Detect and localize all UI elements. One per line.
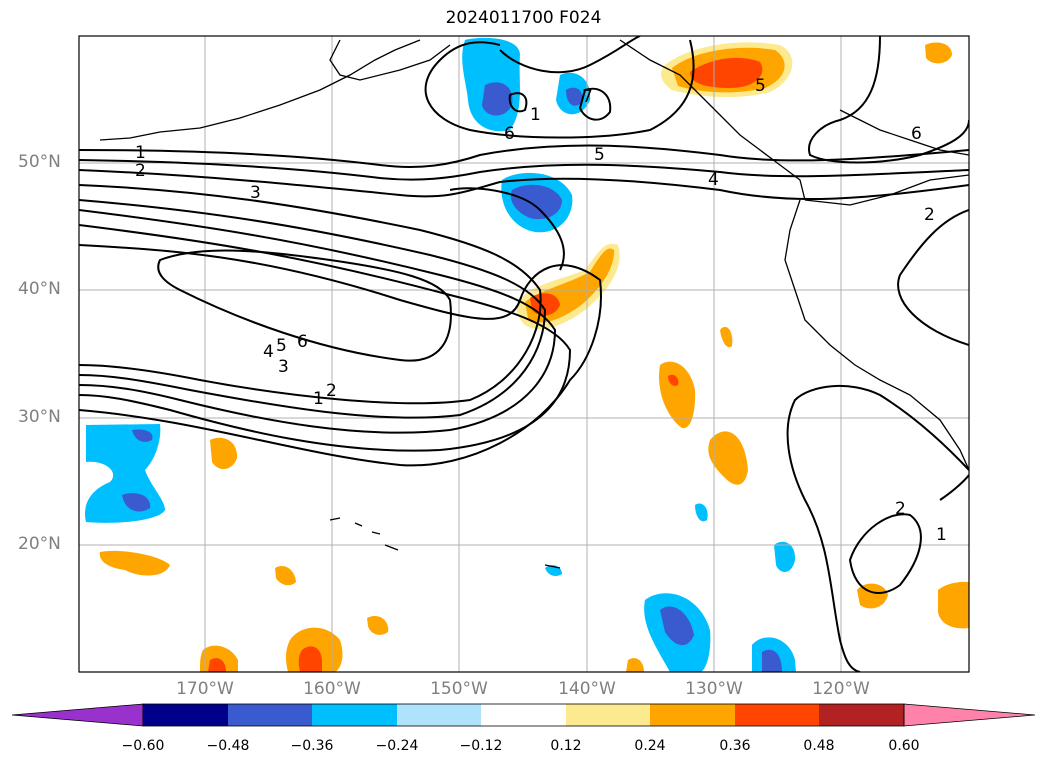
- contour-label: 1: [313, 389, 324, 409]
- colorbar-bin: [481, 704, 566, 726]
- colorbar-tick-label: −0.36: [290, 738, 334, 754]
- contour-label: 6: [504, 124, 515, 144]
- colorbar-bin: [650, 704, 735, 726]
- map-title: 2024011700 F024: [445, 8, 602, 28]
- contour-label: 4: [708, 170, 719, 190]
- contour-label: 3: [278, 357, 289, 377]
- colorbar-extend-low: [11, 703, 144, 727]
- colorbar-bin: [228, 704, 312, 726]
- colorbar-tick-label: 0.60: [888, 738, 920, 754]
- contour-label: 2: [135, 161, 146, 181]
- lon-label: 130°W: [685, 679, 743, 699]
- colorbar-bin: [397, 704, 481, 726]
- lat-label: 30°N: [18, 407, 61, 427]
- contour-lines: [79, 36, 969, 672]
- lon-label: 150°W: [430, 679, 488, 699]
- contour-label: 1: [530, 105, 541, 125]
- contour-label: 6: [911, 124, 922, 144]
- graticule: [79, 36, 969, 672]
- colorbar-extend-high: [903, 703, 1036, 727]
- anomaly-fills: [85, 37, 969, 672]
- contour-label: 2: [326, 381, 337, 401]
- contour-label: 6: [297, 332, 308, 352]
- colorbar-tick-label: −0.12: [459, 738, 503, 754]
- map-panel: 1 2 3 6 5 4 3 2 1 6 1 7 5 4 5 6 2 2 1: [79, 36, 969, 672]
- lon-label: 170°W: [176, 679, 234, 699]
- contour-label: 3: [250, 183, 261, 203]
- contour-label: 1: [135, 143, 146, 163]
- colorbar-tick-label: −0.60: [121, 738, 165, 754]
- coastlines: [99, 39, 969, 569]
- colorbar-bin: [566, 704, 650, 726]
- colorbar: [11, 703, 1036, 727]
- colorbar-bin: [819, 704, 904, 726]
- colorbar-tick-label: 0.36: [719, 738, 751, 754]
- colorbar-tick-label: 0.12: [550, 738, 582, 754]
- colorbar-tick-label: −0.48: [206, 738, 250, 754]
- lon-label: 140°W: [558, 679, 616, 699]
- negative-anomaly-patch: [85, 424, 165, 523]
- colorbar-bin: [143, 704, 228, 726]
- contour-label: 5: [594, 145, 605, 165]
- contour-label: 5: [276, 336, 287, 356]
- colorbar-tick-label: 0.48: [803, 738, 835, 754]
- contour-label: 5: [755, 76, 766, 96]
- colorbar-bin: [735, 704, 819, 726]
- contour-label: 1: [936, 525, 947, 545]
- lon-label: 160°W: [303, 679, 361, 699]
- contour-label: 7: [582, 87, 593, 107]
- contour-label: 4: [263, 342, 274, 362]
- colorbar-outline: [142, 703, 905, 727]
- map-frame: [78, 35, 970, 673]
- lat-label: 40°N: [18, 279, 61, 299]
- contour-label-group: 1 2 3 6 5 4 3 2 1 6 1 7 5 4 5 6 2 2 1: [135, 76, 947, 545]
- lon-label: 120°W: [812, 679, 870, 699]
- lat-label: 50°N: [18, 152, 61, 172]
- contour-label: 2: [924, 205, 935, 225]
- colorbar-bin: [312, 704, 397, 726]
- contour-label: 2: [895, 499, 906, 519]
- colorbar-tick-label: 0.24: [634, 738, 666, 754]
- colorbar-tick-label: −0.24: [375, 738, 419, 754]
- lat-label: 20°N: [18, 534, 61, 554]
